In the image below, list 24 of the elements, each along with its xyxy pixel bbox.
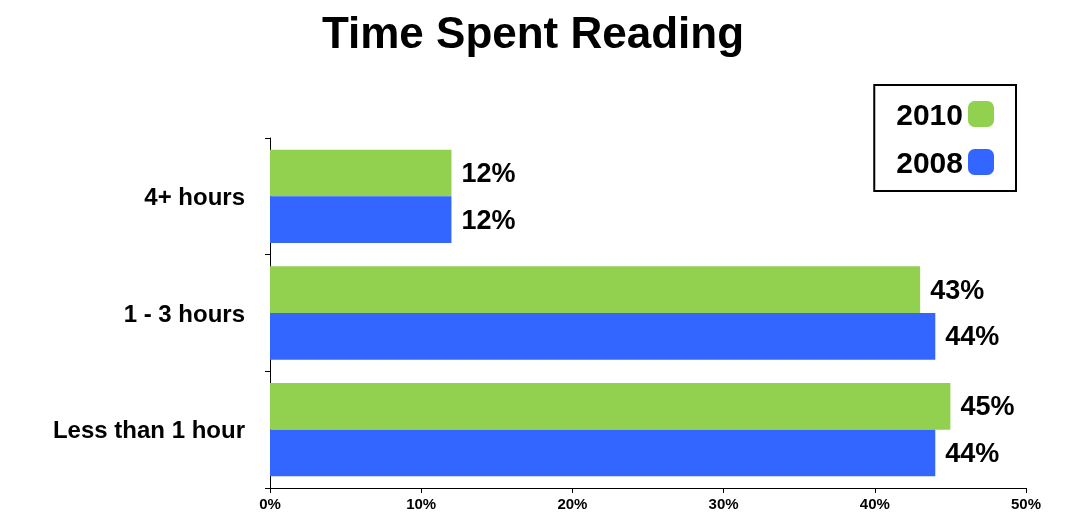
x-tick-label: 40% <box>859 495 890 512</box>
y-tick-label: 4+ hours <box>144 182 245 210</box>
legend-label: 2010 <box>896 97 963 131</box>
data-label: 12% <box>461 158 516 188</box>
bar <box>270 196 452 243</box>
bar <box>270 383 951 430</box>
bar <box>270 149 452 197</box>
legend-label: 2008 <box>896 145 963 179</box>
x-tick-label: 20% <box>557 495 588 512</box>
x-tick-label: 50% <box>1010 495 1042 512</box>
data-label: 44% <box>945 321 1000 352</box>
data-label: 12% <box>461 204 516 235</box>
y-tick-label: Less than 1 hour <box>52 416 245 444</box>
data-label: 45% <box>960 391 1015 422</box>
bar <box>270 429 936 477</box>
bar <box>270 266 921 313</box>
data-label: 44% <box>945 438 1000 468</box>
data-label: 43% <box>930 274 985 305</box>
x-tick-label: 0% <box>259 495 281 512</box>
bar <box>270 313 936 360</box>
x-tick-label: 10% <box>406 495 437 512</box>
y-tick-label: 1 - 3 hours <box>123 299 245 327</box>
chart-title: Time Spent Reading <box>321 7 745 57</box>
x-tick-label: 30% <box>708 495 739 512</box>
